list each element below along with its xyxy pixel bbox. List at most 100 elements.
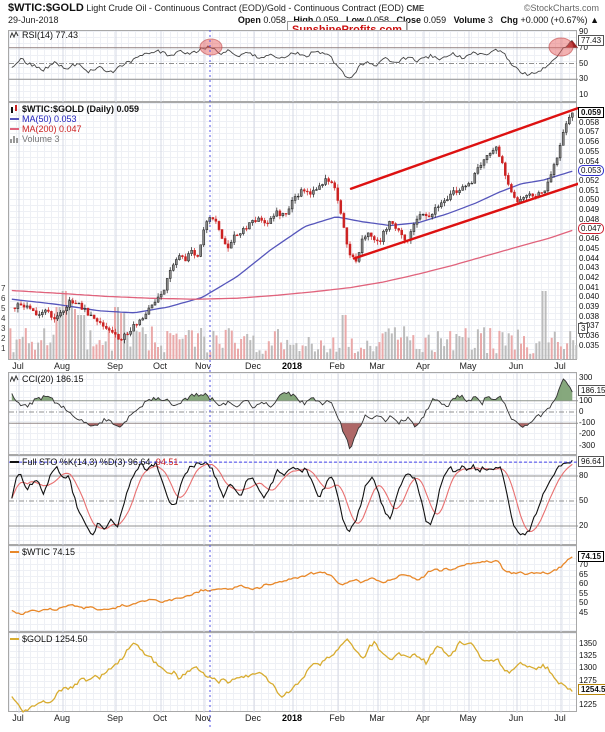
- volume-label: Volume: [453, 15, 486, 25]
- up-arrow-icon: ▲: [590, 15, 599, 25]
- main-axis-tick: 0.045: [579, 243, 600, 253]
- volume-axis-tick: 2: [1, 334, 6, 343]
- ma50-label: MA(50) 0.053: [22, 114, 77, 124]
- month-label: Aug: [53, 361, 71, 371]
- volume-legend: Volume 3: [10, 134, 60, 144]
- month-label: Jul: [12, 361, 24, 371]
- wtic-axis-tick: 55: [579, 588, 588, 598]
- month-label: Jun: [508, 361, 524, 371]
- ma50-legend: MA(50) 0.053: [10, 114, 77, 124]
- main-axis-tick: 0.046: [579, 234, 600, 244]
- rsi-axis-tick: 70: [579, 42, 588, 52]
- month-label: May: [459, 361, 477, 371]
- rsi-panel: [8, 30, 578, 103]
- sto-panel: [8, 455, 578, 546]
- month-label: Apr: [415, 361, 431, 371]
- chg-value: +0.000 (+0.67%): [520, 15, 588, 25]
- main-symbol-label: $WTIC:$GOLD (Daily) 0.059: [22, 104, 140, 114]
- main-axis-tick: 0.036: [579, 331, 600, 341]
- gold-axis-tick: 1325: [579, 651, 597, 661]
- main-axis-tick: 0.037: [579, 321, 600, 331]
- main-value-badge: 0.047: [578, 222, 605, 234]
- volume-axis-tick: 3: [1, 324, 6, 333]
- wtic-axis-tick: 65: [579, 569, 588, 579]
- month-label: Oct: [152, 361, 168, 371]
- ma200-legend: MA(200) 0.047: [10, 124, 82, 134]
- main-axis-tick: 0.039: [579, 302, 600, 311]
- volume-axis-tick: 1: [1, 344, 6, 353]
- month-label: Feb: [329, 361, 345, 371]
- gold-legend-label: $GOLD 1254.50: [22, 634, 88, 644]
- main-axis-tick: 0.040: [579, 292, 600, 302]
- main-axis-tick: 0.042: [579, 272, 600, 282]
- ticker-description: Light Crude Oil - Continuous Contract (E…: [86, 3, 404, 13]
- main-axis-tick: 0.051: [579, 185, 600, 195]
- main-symbol-legend: $WTIC:$GOLD (Daily) 0.059: [10, 104, 139, 114]
- wtic-axis-tick: 50: [579, 598, 588, 608]
- month-label: Dec: [244, 361, 262, 371]
- main-value-badge: 0.059: [578, 106, 605, 118]
- cci-axis-tick: 100: [579, 395, 593, 405]
- cci-legend-label: CCI(20) 186.15: [22, 374, 84, 384]
- sto-legend-black: Full STO %K(14,3) %D(3) 96.64,: [22, 457, 153, 467]
- volume-value: 3: [487, 15, 493, 25]
- chart-title: $WTIC:$GOLD Light Crude Oil - Continuous…: [8, 2, 424, 14]
- main-axis-tick: 0.052: [579, 175, 600, 185]
- main-value-badge: 3: [578, 322, 589, 334]
- main-axis-tick: 0.057: [579, 127, 600, 137]
- chart-date: 29-Jun-2018: [8, 15, 59, 25]
- rsi-axis-tick: 50: [579, 58, 588, 68]
- ma50-line-icon: [10, 118, 19, 120]
- gold-axis-tick: 1350: [579, 639, 597, 648]
- high-value: 0.059: [315, 15, 339, 25]
- cci-panel: [8, 372, 578, 456]
- sto-line-icon: [10, 461, 19, 463]
- main-axis-tick: 0.038: [579, 311, 600, 321]
- close-value: 0.059: [423, 15, 447, 25]
- wtic-value-badge: 74.15: [578, 550, 605, 562]
- month-label: Aug: [53, 713, 71, 723]
- wtic-axis-tick: 60: [579, 579, 588, 589]
- main-axis-tick: 0.055: [579, 146, 600, 156]
- month-label: Mar: [369, 361, 385, 371]
- rsi-legend: RSI(14) 77.43: [10, 30, 78, 40]
- sto-value-badge: 96.64: [578, 455, 605, 467]
- month-label: Jul: [12, 713, 24, 723]
- main-axis-tick: 0.056: [579, 137, 600, 147]
- cci-value-badge: 186.15: [578, 384, 605, 396]
- month-label: Jun: [508, 713, 524, 723]
- wtic-legend: $WTIC 74.15: [10, 547, 75, 557]
- volume-axis-tick: 7: [1, 284, 6, 293]
- rsi-value-badge: 77.43: [578, 35, 605, 47]
- cci-axis-tick: -200: [579, 429, 596, 439]
- rsi-axis-tick: 90: [579, 27, 588, 36]
- chg-label: Chg: [500, 15, 518, 25]
- month-label: Feb: [329, 713, 345, 723]
- main-axis-tick: 0.049: [579, 205, 600, 214]
- main-panel: [8, 102, 578, 361]
- wtic-axis-tick: 70: [579, 560, 588, 569]
- month-label: Nov: [194, 713, 212, 723]
- month-label: May: [459, 713, 477, 723]
- main-value-badge: 0.053: [578, 164, 605, 176]
- gold-legend: $GOLD 1254.50: [10, 634, 88, 644]
- cci-axis-tick: -300: [579, 440, 596, 450]
- month-label: 2018: [281, 361, 303, 371]
- month-label: Nov: [194, 361, 212, 371]
- main-axis-tick: 0.048: [579, 214, 600, 224]
- gold-panel: [8, 632, 577, 713]
- gold-value-badge: 1254.50: [578, 684, 605, 696]
- high-label: High: [293, 15, 314, 25]
- month-label: 2018: [281, 713, 303, 723]
- sto-axis-tick: 20: [579, 520, 588, 530]
- main-axis-tick: 0.054: [579, 156, 600, 166]
- main-axis-tick: 0.041: [579, 282, 600, 292]
- wtic-line-icon: [10, 551, 19, 553]
- close-label: Close: [396, 15, 422, 25]
- gold-axis-tick: 1225: [579, 700, 597, 709]
- main-axis-tick: 0.044: [579, 253, 600, 263]
- sto-legend-red: 94.51: [155, 457, 179, 467]
- volume-axis-tick: 4: [1, 314, 6, 323]
- month-label: Jul: [554, 713, 566, 723]
